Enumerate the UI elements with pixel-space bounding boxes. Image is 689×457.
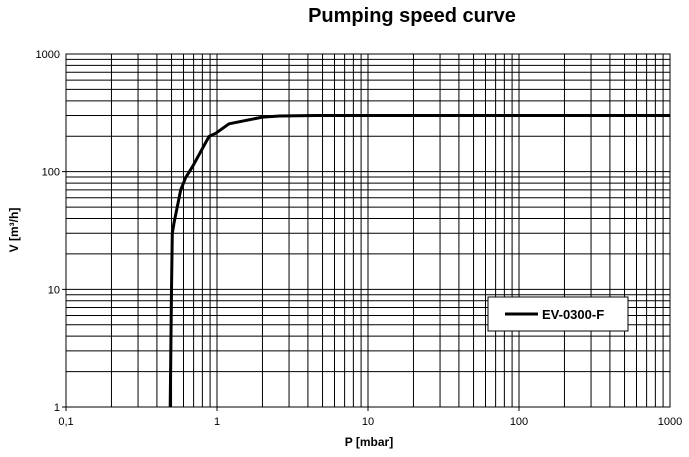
y-tick-labels: 1 10 100 1000 xyxy=(36,49,60,414)
legend: EV-0300-F xyxy=(487,296,629,332)
x-tick-label: 1 xyxy=(214,416,220,428)
x-tick-labels: 0,1 1 10 100 1000 xyxy=(58,416,682,428)
x-axis-label: P [mbar] xyxy=(345,435,393,449)
x-tick-label: 100 xyxy=(510,416,528,428)
y-tick-label: 10 xyxy=(48,284,60,296)
series-line-ev-0300-f xyxy=(168,114,670,408)
y-tick-label: 100 xyxy=(42,167,60,179)
y-tick-label: 1 xyxy=(54,402,60,414)
grid xyxy=(62,54,670,411)
x-tick-label: 1000 xyxy=(658,416,682,428)
x-tick-label: 10 xyxy=(362,416,374,428)
legend-label: EV-0300-F xyxy=(542,307,604,322)
x-tick-label: 0,1 xyxy=(58,416,73,428)
y-tick-label: 1000 xyxy=(36,49,60,61)
chart-title: Pumping speed curve xyxy=(308,5,516,27)
plot-frame xyxy=(65,53,671,408)
y-axis-label: V [m³/h] xyxy=(7,208,21,253)
